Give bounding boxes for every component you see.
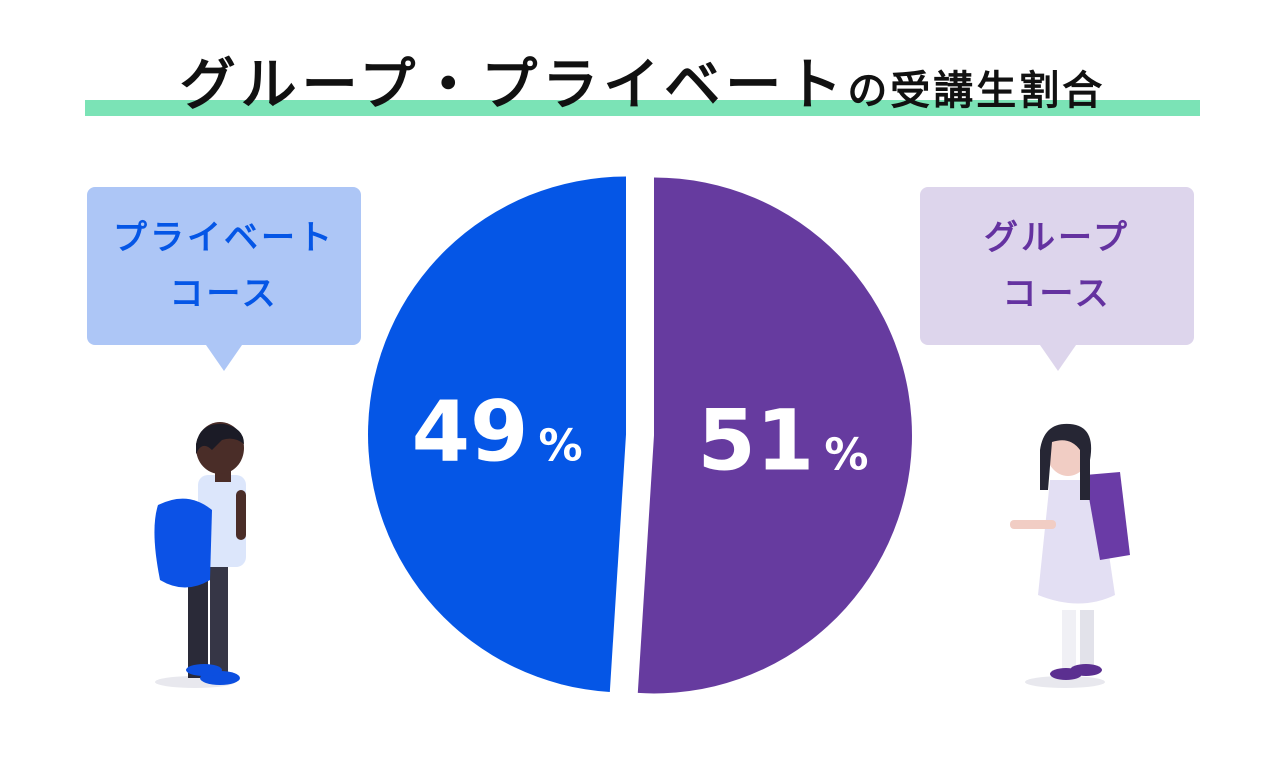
pie-label-group: 51%: [697, 391, 868, 489]
legend-bubble-group: グループ コース: [920, 187, 1194, 371]
pie-label-private: 49%: [412, 383, 583, 481]
girl-student-illustration: [1010, 423, 1130, 688]
legend-private-line2: コース: [169, 274, 279, 314]
title-area: グループ・プライベートの受講生割合: [85, 40, 1200, 120]
title-main: グループ・プライベート: [179, 53, 848, 118]
pie-slice-group: [637, 177, 912, 694]
legend-group-line1: グループ: [984, 218, 1130, 258]
title-suffix: の受講生割合: [847, 68, 1106, 114]
pie-chart: 49% 51%: [368, 176, 912, 694]
title-underline: [85, 100, 1200, 116]
legend-group-line2: コース: [1002, 274, 1112, 314]
legend-bubble-private: プライベート コース: [87, 187, 361, 371]
page-title: グループ・プライベートの受講生割合: [85, 40, 1200, 121]
legend-private-line1: プライベート: [113, 218, 335, 258]
boy-student-illustration: [154, 422, 246, 688]
pie-slice-private: [368, 176, 627, 693]
